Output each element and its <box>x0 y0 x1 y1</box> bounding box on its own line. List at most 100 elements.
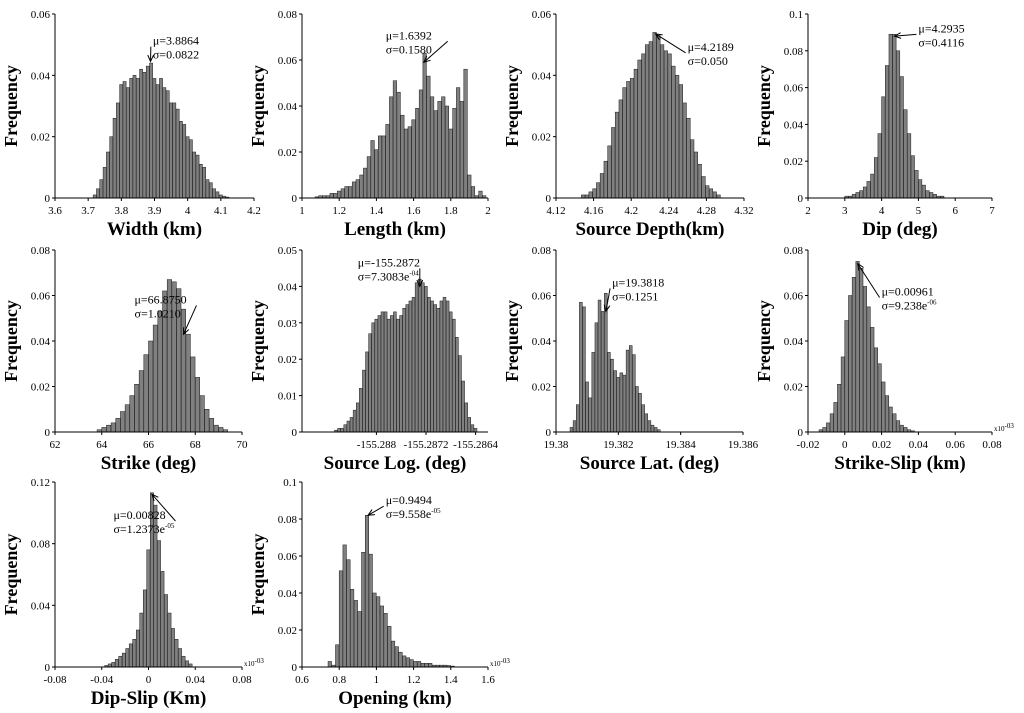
x-tick-label: 3.8 <box>114 205 128 217</box>
bar-length <box>355 179 360 199</box>
bar-opening <box>335 644 340 668</box>
bar-dip_slip <box>157 540 161 668</box>
bar-width <box>215 191 220 199</box>
bar-strike_slip <box>851 277 856 433</box>
y-axis-label: Frequency <box>754 300 774 382</box>
x-tick-label: -0.02 <box>797 439 820 451</box>
bar-dip <box>903 109 908 199</box>
bar-dip_slip <box>146 549 151 668</box>
sigma-annotation: σ=1.0210 <box>134 306 180 320</box>
chart-length: 0 0.02 0.04 0.06 0.08 1 1.2 1.4 1.6 1.8 2 Length (k… <box>248 9 491 240</box>
sigma-annotation: σ=1.2373e-05 <box>113 522 174 536</box>
multiplier-exponent: -03 <box>255 657 265 665</box>
bar-strike_slip <box>859 267 864 433</box>
x-tick-label: 62 <box>50 439 61 451</box>
bar-lat <box>653 427 658 433</box>
x-tick-label: -155.2864 <box>453 439 498 451</box>
bar-log <box>368 333 372 433</box>
bar-lat <box>644 413 649 433</box>
x-tick-label: 0.06 <box>946 439 966 451</box>
bar-strike_slip <box>873 347 878 433</box>
x-axis-multiplier: x10-03 <box>244 657 264 668</box>
bar-log <box>383 311 388 433</box>
bar-dip <box>862 186 867 199</box>
bar-strike <box>190 356 196 433</box>
sigma-annotation: σ=0.0822 <box>153 48 199 62</box>
x-tick-label: 4.32 <box>734 205 753 217</box>
bar-width <box>145 65 150 199</box>
bar-dip_slip <box>128 643 133 668</box>
bar-dip <box>877 133 882 199</box>
bar-log <box>352 409 357 433</box>
bar-depth <box>693 151 698 199</box>
y-tick-label: 0 <box>45 662 51 674</box>
y-tick-label: 0.04 <box>532 70 552 82</box>
bar-strike_slip <box>896 420 901 433</box>
bar-opening <box>391 640 396 668</box>
x-tick-label: 2 <box>805 205 811 217</box>
bar-dip <box>910 155 915 199</box>
y-tick-label: 0.02 <box>278 625 297 637</box>
bar-width <box>162 87 167 199</box>
chart-dip: 0 0.02 0.04 0.06 0.08 0.1 2 3 4 5 6 7 Dip (deg) Frequ… <box>754 9 995 240</box>
x-tick-label: 0.08 <box>232 674 252 686</box>
bar-width <box>122 81 127 199</box>
y-tick-label: 0.08 <box>31 245 51 257</box>
x-axis-label: Strike-Slip (km) <box>834 453 965 474</box>
y-tick-label: 0.06 <box>31 9 51 21</box>
y-tick-label: 0.02 <box>278 147 297 159</box>
mu-annotation: μ=4.2935 <box>918 21 964 35</box>
bar-dip <box>866 181 871 199</box>
bar-length <box>392 80 397 199</box>
y-tick-label: 0.08 <box>278 514 298 526</box>
bar-length <box>459 101 464 199</box>
chart-dip_slip: 0 0.04 0.08 0.12 -0.08 -0.04 0 0.04 0.08 Dip-Slip… <box>1 477 264 709</box>
bar-opening <box>409 659 414 668</box>
bar-log <box>418 278 422 433</box>
x-tick-label: 2 <box>485 205 491 217</box>
bar-lat <box>600 311 605 433</box>
bar-length <box>471 186 476 199</box>
bar-opening <box>350 589 355 668</box>
bar-opening <box>398 651 403 668</box>
annotation-arrow <box>423 40 449 63</box>
bar-strike <box>129 395 135 433</box>
y-tick-label: 0.02 <box>784 382 803 394</box>
bar-strike_slip <box>866 306 871 433</box>
y-axis-label: Frequency <box>502 300 522 382</box>
x-tick-label: 1.2 <box>407 674 421 686</box>
y-axis-label: Frequency <box>248 300 268 382</box>
bar-length <box>340 188 345 199</box>
y-tick-label: 0.04 <box>278 588 298 600</box>
bar-depth <box>656 35 661 199</box>
mu-annotation: μ=0.00828 <box>113 508 165 522</box>
x-tick-label: 5 <box>916 205 922 217</box>
bar-opening <box>372 592 377 668</box>
bar-width <box>152 78 157 199</box>
bar-opening <box>353 600 358 668</box>
bar-strike_slip <box>837 383 842 433</box>
bar-dip <box>888 33 893 199</box>
bar-strike <box>152 324 158 433</box>
bar-strike <box>199 395 205 433</box>
bar-width <box>106 151 110 199</box>
bar-lat <box>576 404 580 433</box>
x-tick-label: -0.08 <box>44 674 67 686</box>
x-tick-label: 1.2 <box>332 205 346 217</box>
bar-depth <box>603 160 608 199</box>
bar-strike_slip <box>881 381 886 433</box>
bar-dip <box>870 173 875 199</box>
chart-width: 0 0.02 0.04 0.06 3.6 3.7 3.8 3.9 4 4.1 4.2 Width (k… <box>1 9 261 240</box>
bar-dip_slip <box>164 594 168 668</box>
bar-length <box>337 190 342 199</box>
bar-depth <box>663 50 668 199</box>
bar-dip_slip <box>132 639 137 668</box>
bar-log <box>445 300 450 433</box>
bar-length <box>333 193 338 199</box>
bar-strike <box>157 311 163 433</box>
bar-width <box>129 78 134 199</box>
bar-opening <box>327 661 332 668</box>
bar-strike <box>209 418 214 433</box>
annotation-arrowhead <box>893 32 902 39</box>
bar-length <box>359 174 364 199</box>
